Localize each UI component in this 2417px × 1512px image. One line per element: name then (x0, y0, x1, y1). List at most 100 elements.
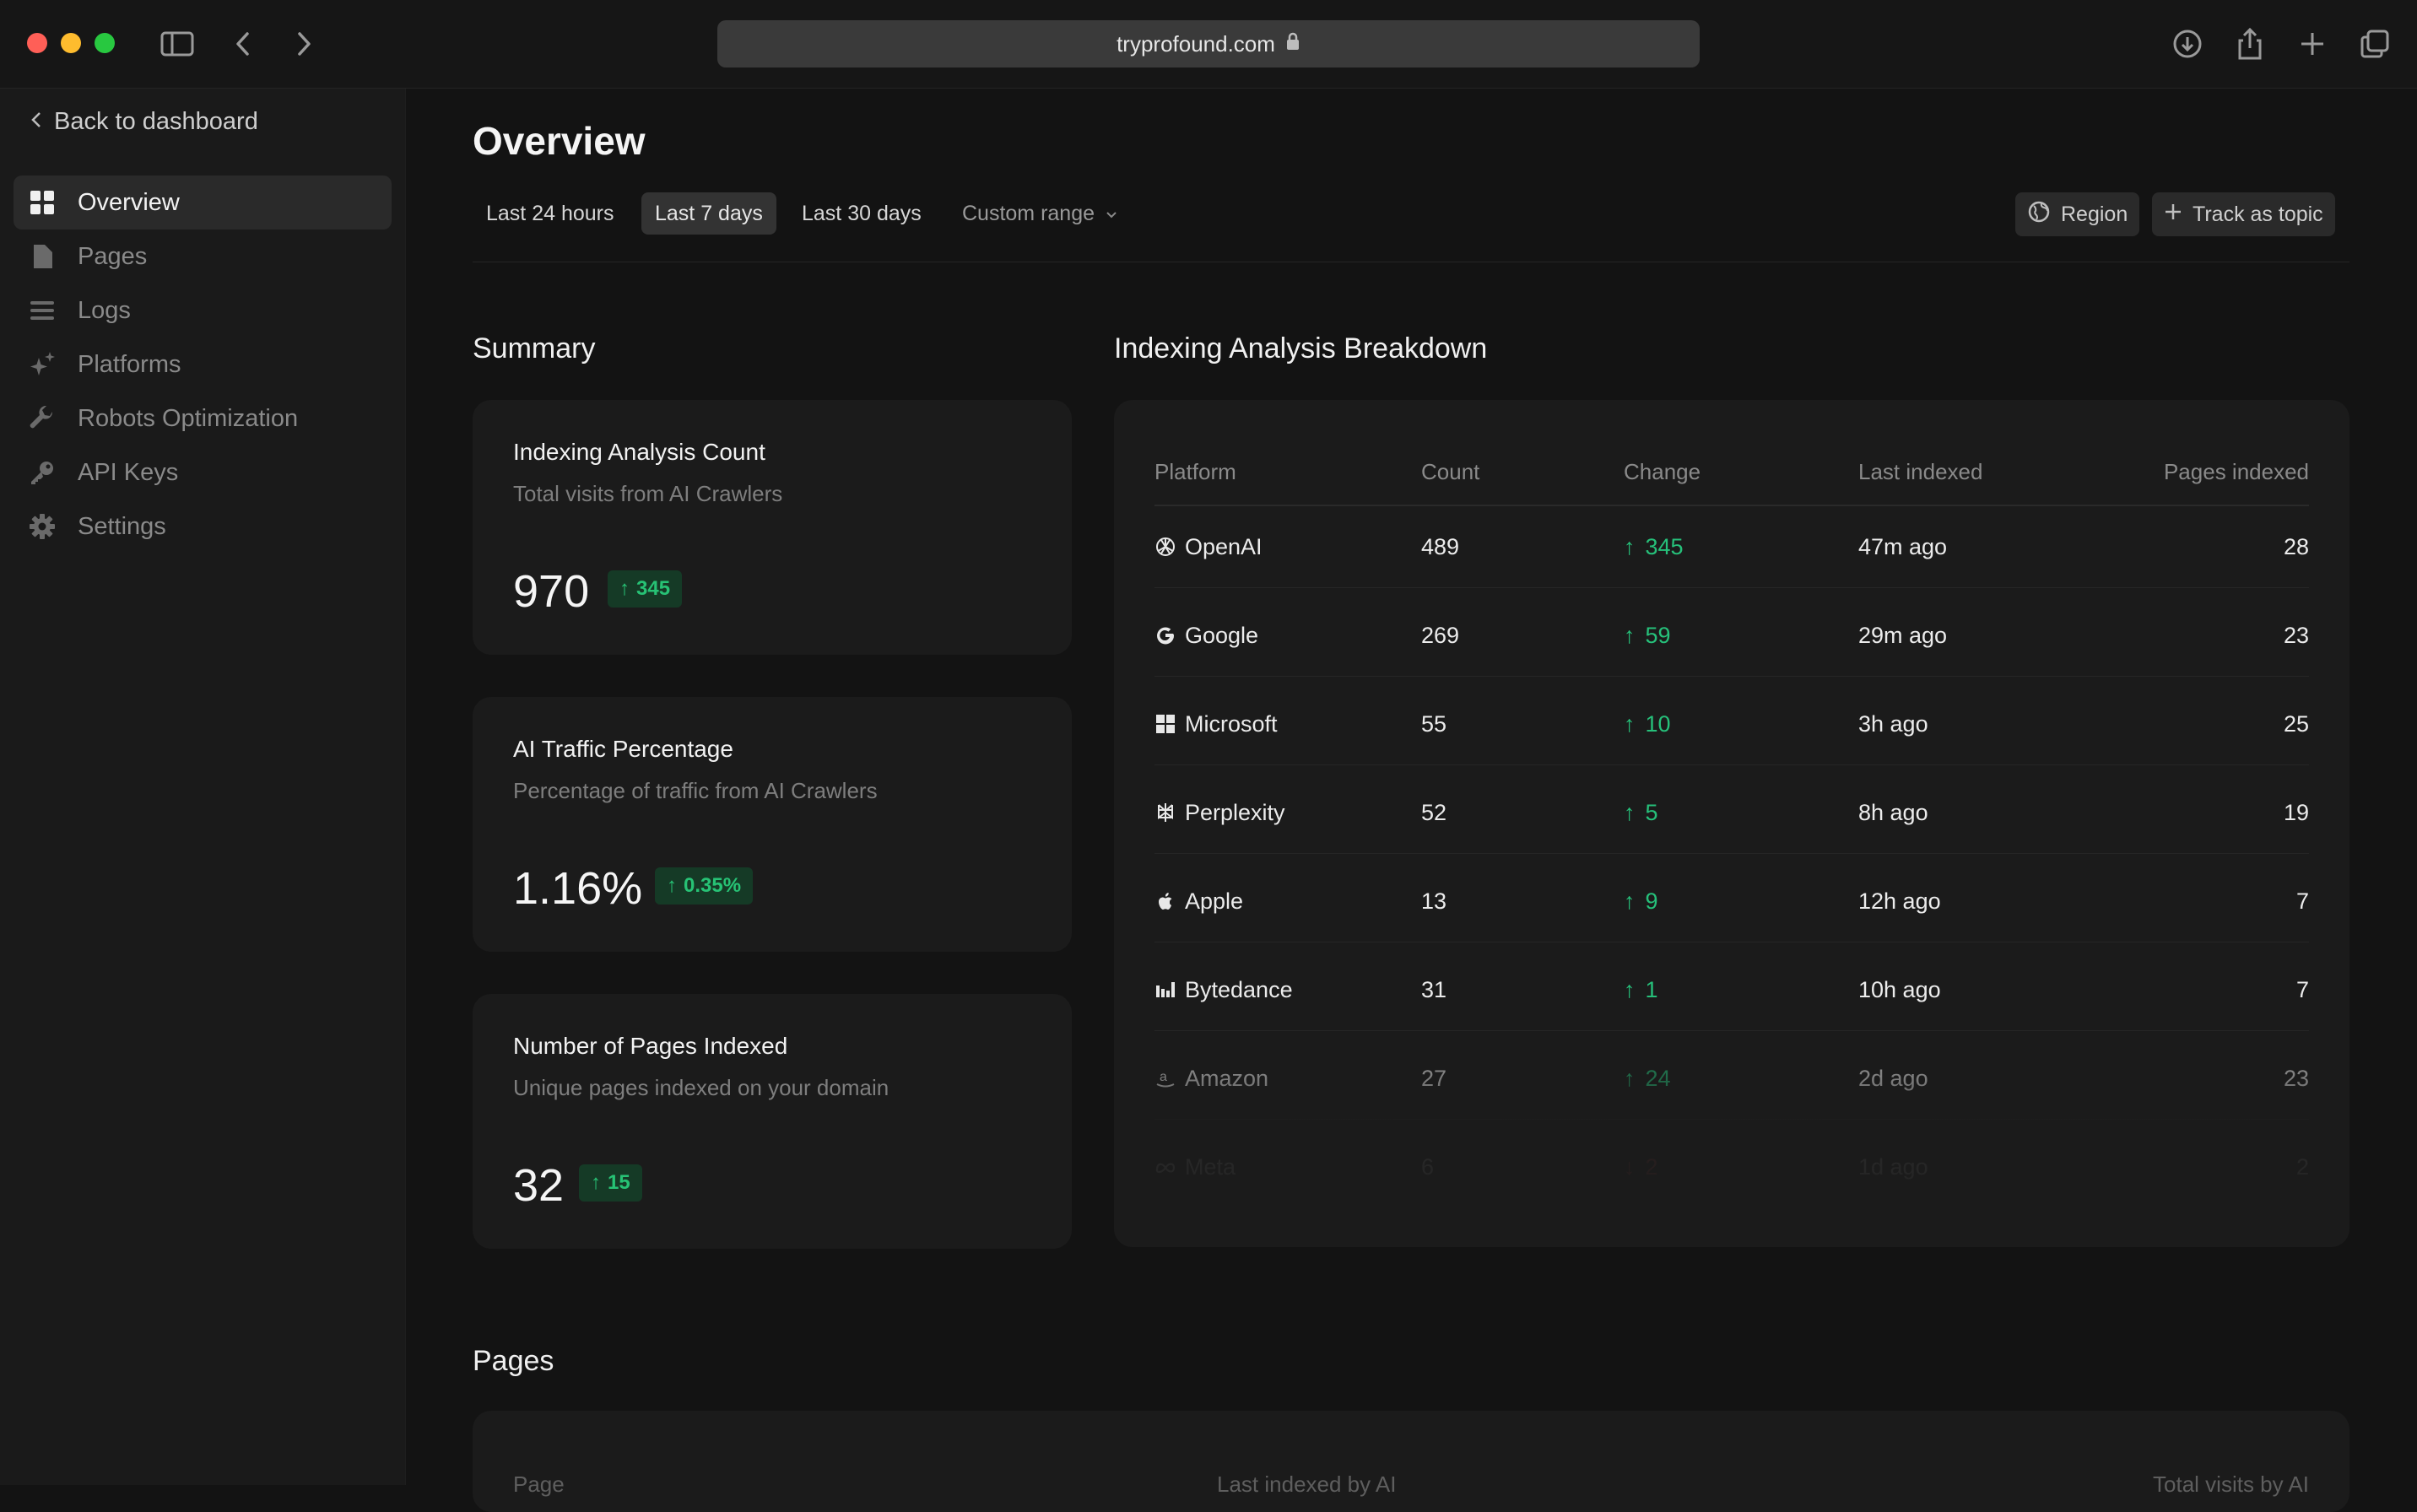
table-row[interactable]: Bytedance 31 ↑ 1 10h ago 7 (1154, 949, 2309, 1031)
arrow-up-icon: ↑ (667, 874, 677, 897)
pages-heading: Pages (473, 1345, 554, 1377)
count-cell: 27 (1421, 1065, 1447, 1091)
sparkle-icon (27, 349, 57, 380)
platform-cell: Apple (1154, 861, 1243, 942)
range-last-24-hours[interactable]: Last 24 hours (486, 201, 614, 225)
card-value: 32 (513, 1160, 565, 1211)
card-value: 1.16% (513, 863, 643, 914)
table-row[interactable]: Perplexity 52 ↑ 5 8h ago 19 (1154, 772, 2309, 854)
table-row[interactable]: OpenAI 489 ↑ 345 47m ago 28 (1154, 506, 2309, 588)
platform-name: Bytedance (1185, 976, 1293, 1002)
arrow-up-icon: ↑ (1624, 710, 1636, 737)
table-row[interactable]: Google 269 ↑ 59 29m ago 23 (1154, 595, 2309, 677)
arrow-up-icon: ↑ (1624, 1065, 1636, 1091)
sidebar-item-label: Overview (78, 188, 180, 216)
sidebar-item-api-keys[interactable]: API Keys (14, 446, 392, 500)
card-subtitle: Percentage of traffic from AI Crawlers (513, 778, 878, 803)
change-cell: ↑ 345 (1624, 506, 1684, 587)
card-title: Indexing Analysis Count (513, 439, 765, 465)
platform-cell: Google (1154, 595, 1258, 676)
sidebar-item-logs[interactable]: Logs (14, 284, 392, 338)
region-button[interactable]: Region (2015, 192, 2140, 236)
deepseek-icon (1154, 1245, 1176, 1247)
count-cell: 31 (1421, 976, 1447, 1002)
sidebar-item-label: API Keys (78, 458, 179, 486)
platform-name: Apple (1185, 888, 1244, 914)
list-icon (27, 295, 57, 326)
last-indexed-cell: 1d ago (1858, 1153, 1928, 1180)
sidebar-item-label: Robots Optimization (78, 404, 299, 432)
track-as-topic-button[interactable]: Track as topic (2152, 192, 2335, 236)
change-cell: ↑ 59 (1624, 595, 1671, 676)
change-value: 9 (1645, 888, 1658, 914)
column-header-change: Change (1624, 459, 1701, 484)
platform-cell: a Amazon (1154, 1038, 1268, 1119)
arrow-up-icon: ↑ (1624, 622, 1636, 648)
change-cell: ↑ 5 (1624, 772, 1658, 853)
maximize-window-button[interactable] (95, 33, 115, 53)
address-bar[interactable]: tryprofound.com (717, 20, 1700, 68)
sidebar-item-overview[interactable]: Overview (14, 176, 392, 230)
bytedance-icon (1154, 979, 1176, 1001)
download-icon[interactable] (2167, 24, 2208, 64)
change-value: 10 (1645, 710, 1671, 737)
last-indexed-cell: 12h ago (1858, 888, 1941, 914)
column-header-last-indexed: Last indexed (1858, 459, 1983, 484)
back-link-label: Back to dashboard (54, 108, 258, 135)
platform-name: OpenAI (1185, 533, 1263, 559)
microsoft-icon (1154, 713, 1176, 735)
sidebar-toggle-icon[interactable] (157, 24, 197, 64)
sidebar-item-robots-optimization[interactable]: Robots Optimization (14, 392, 392, 446)
card-title: Number of Pages Indexed (513, 1033, 788, 1059)
arrow-up-icon: ↑ (1624, 976, 1636, 1002)
sidebar-item-label: Pages (78, 242, 148, 270)
count-cell: 269 (1421, 622, 1460, 648)
share-icon[interactable] (2230, 24, 2270, 64)
custom-range-dropdown[interactable]: Custom range (949, 192, 1132, 235)
delta-value: 345 (636, 577, 671, 600)
platform-cell: Microsoft (1154, 683, 1278, 764)
globe-icon (2027, 200, 2051, 230)
table-row[interactable]: Meta 6 ↓ 2 1d ago 2 (1154, 1126, 2309, 1208)
back-arrow-icon[interactable] (223, 24, 263, 64)
table-row[interactable]: Microsoft 55 ↑ 10 3h ago 25 (1154, 683, 2309, 765)
pages-indexed-cell: 23 (2283, 622, 2309, 648)
new-tab-icon[interactable] (2292, 24, 2333, 64)
arrow-up-icon: ↑ (1624, 1243, 1636, 1248)
close-window-button[interactable] (27, 33, 47, 53)
custom-range-label: Custom range (962, 201, 1095, 225)
table-row[interactable]: a Amazon 27 ↑ 24 2d ago 23 (1154, 1038, 2309, 1120)
change-cell: ↑ 10 (1624, 683, 1671, 764)
tabs-overview-icon[interactable] (2355, 24, 2395, 64)
range-last-30-days[interactable]: Last 30 days (802, 201, 922, 225)
sidebar-item-pages[interactable]: Pages (14, 230, 392, 284)
table-row[interactable]: Apple 13 ↑ 9 12h ago 7 (1154, 861, 2309, 942)
last-indexed-cell: 10h ago (1858, 976, 1941, 1002)
forward-arrow-icon[interactable] (284, 24, 324, 64)
card-title: AI Traffic Percentage (513, 736, 733, 762)
sidebar-item-label: Settings (78, 512, 166, 540)
range-last-7-days[interactable]: Last 7 days (641, 192, 776, 235)
platform-cell: Perplexity (1154, 772, 1285, 853)
gear-icon (27, 511, 57, 542)
last-indexed-cell: 2d ago (1858, 1065, 1928, 1091)
sidebar-item-label: Platforms (78, 350, 181, 378)
change-value: 59 (1645, 622, 1671, 648)
sidebar-item-settings[interactable]: Settings (14, 500, 392, 554)
chevron-left-icon (30, 108, 42, 136)
change-cell: ↑ 24 (1624, 1038, 1671, 1119)
breakdown-heading: Indexing Analysis Breakdown (1114, 332, 1488, 364)
sidebar-item-platforms[interactable]: Platforms (14, 338, 392, 392)
header-divider (1154, 505, 2309, 506)
delta-badge: ↑ 15 (579, 1164, 642, 1202)
column-header-platform: Platform (1154, 459, 1236, 484)
card-subtitle: Total visits from AI Crawlers (513, 481, 783, 506)
google-icon (1154, 624, 1176, 646)
pages-indexed-cell: 19 (2283, 799, 2309, 825)
back-to-dashboard-link[interactable]: Back to dashboard (30, 108, 258, 136)
minimize-window-button[interactable] (61, 33, 81, 53)
browser-toolbar: tryprofound.com (0, 0, 2417, 89)
last-indexed-cell: 47m ago (1858, 533, 1948, 559)
apple-icon (1154, 890, 1176, 912)
table-row[interactable]: DeepSeek 23 ↑ 23 3h ago 1 (1154, 1215, 2309, 1247)
